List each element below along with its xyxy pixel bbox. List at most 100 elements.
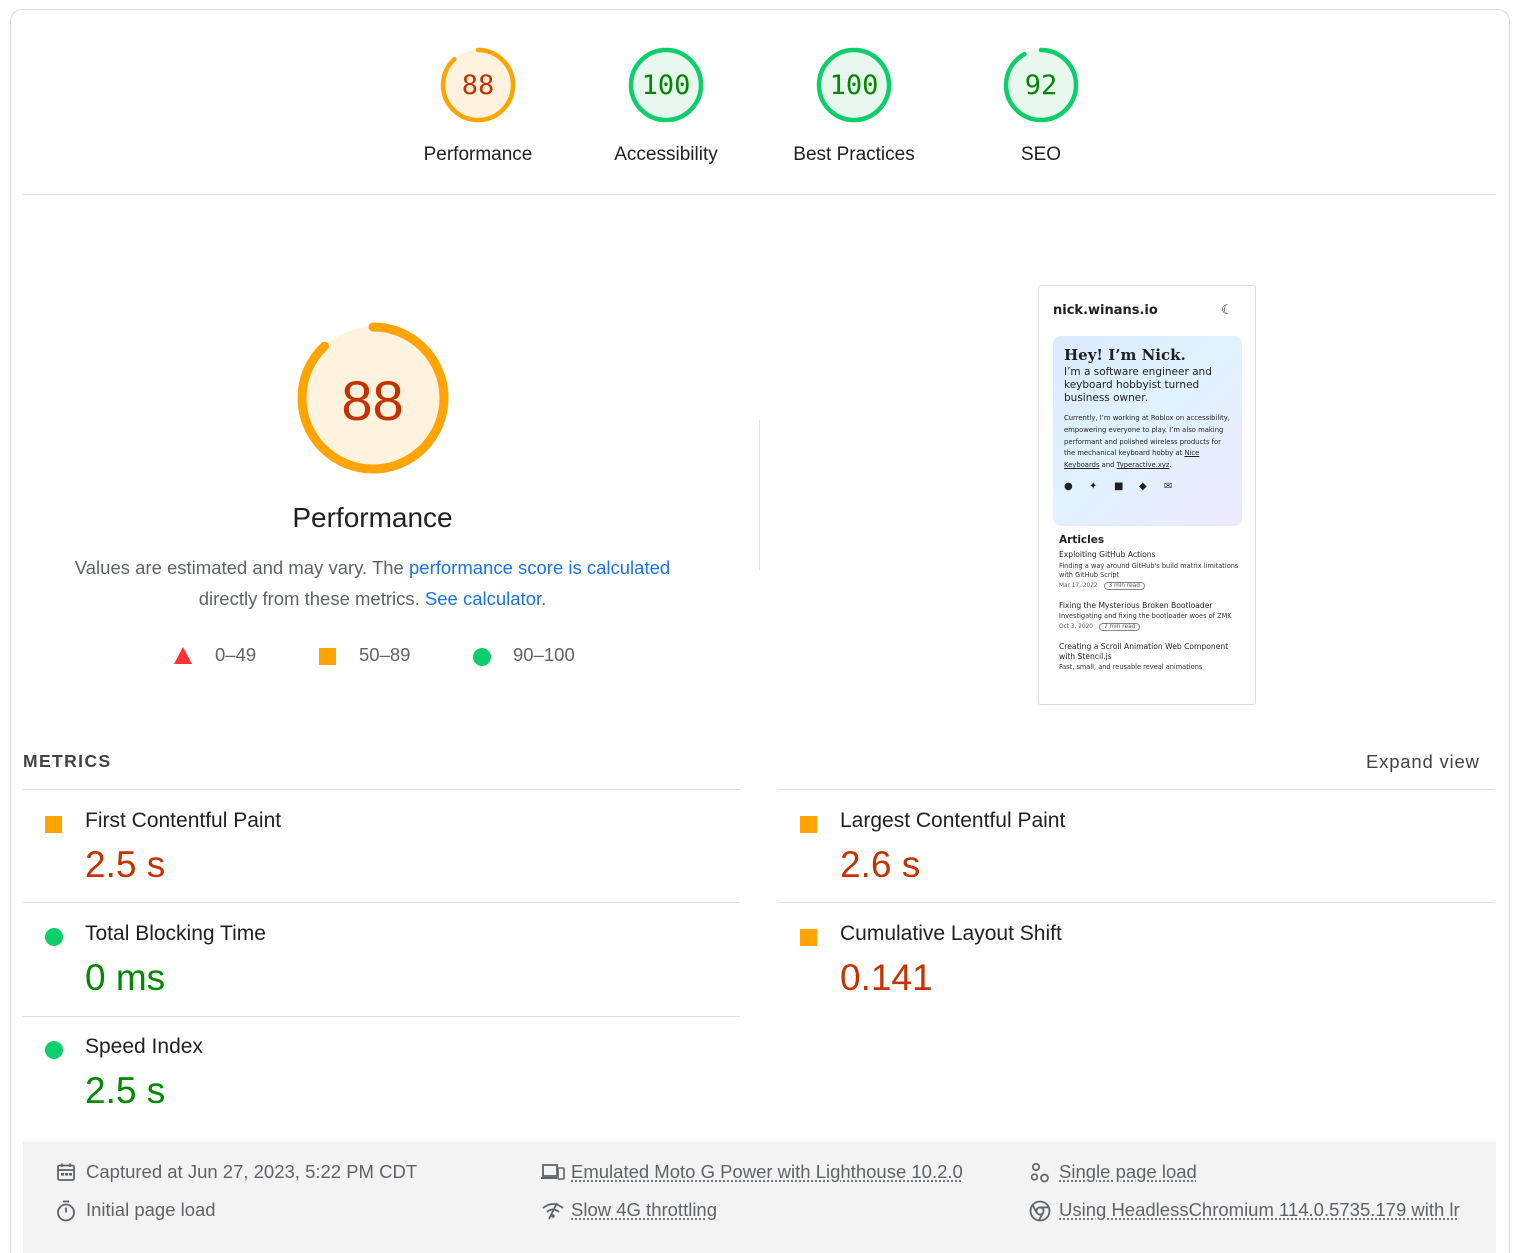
circle-icon [473, 648, 491, 666]
metric-label: Cumulative Layout Shift [840, 922, 1062, 945]
legend-fail [174, 647, 192, 669]
performance-title: Performance [292, 502, 453, 533]
gauge-ring [628, 47, 704, 123]
thumb-article-title: Fixing the Mysterious Broken Bootloader [1059, 600, 1213, 610]
single-load-link[interactable]: Single page load [1059, 1161, 1197, 1182]
gauge-ring [297, 322, 448, 474]
thumb-article-date: Oct 3, 2020 [1059, 623, 1093, 630]
github-icon: ● [1064, 480, 1073, 492]
thumb-link: Typeractive.xyz [1116, 461, 1170, 470]
see-calculator-link[interactable]: See calculator. [424, 588, 547, 609]
thumb-article-meta: Mar 17, 2022 3 min read [1059, 581, 1244, 590]
thumb-article-meta: Oct 3, 2020 7 min read [1059, 622, 1244, 631]
calendar-icon [57, 1163, 75, 1181]
gauge-ring [440, 47, 516, 123]
desc-text: Values are estimated and may vary. The [74, 557, 409, 578]
thumb-text: . [1169, 461, 1172, 470]
performance-gauge-large: 88 [293, 318, 453, 478]
runtime-settings: Captured at Jun 27, 2023, 5:22 PM CDT In… [23, 1142, 1496, 1253]
metrics-heading: METRICS [23, 751, 112, 771]
thumb-hero: Hey! I’m Nick. I’m a software engineer a… [1053, 336, 1242, 526]
gauge-label: SEO [1020, 144, 1062, 165]
initial-load-text: Initial page load [86, 1199, 216, 1220]
gauge-score: 100 [641, 70, 691, 101]
gauge-score: 88 [461, 70, 495, 101]
metric-label: Total Blocking Time [85, 922, 266, 945]
legend-average [319, 648, 336, 670]
gauge-score: 100 [829, 70, 879, 101]
divider [23, 194, 1496, 195]
metric-largest-contentful-paint[interactable]: Largest Contentful Paint 2.6 s [778, 789, 1495, 903]
final-screenshot[interactable]: nick.winans.io ☾ Hey! I’m Nick. I’m a so… [1038, 285, 1256, 705]
wifi-off-icon [542, 1202, 564, 1220]
thumb-link: Nice Keyboards [1064, 449, 1200, 470]
twitter-icon: ✦ [1089, 480, 1098, 492]
performance-summary: 88 Performance Values are estimated and … [40, 318, 705, 666]
metric-value: 2.5 s [85, 1070, 166, 1111]
thumb-social-icons: ● ✦ ■ ◆ ✉ [1064, 481, 1231, 492]
devices-icon [541, 1164, 565, 1180]
thumb-article-read: 7 min read [1099, 622, 1141, 631]
performance-score: 88 [341, 369, 404, 432]
thumb-article-desc: Investigating and fixing the bootloader … [1059, 612, 1232, 621]
captured-text: Captured at Jun 27, 2023, 5:22 PM CDT [86, 1161, 418, 1182]
metric-label: First Contentful Paint [85, 809, 282, 832]
gauge-ring [1003, 47, 1079, 123]
discord-icon: ◆ [1139, 480, 1147, 492]
metric-value: 0.141 [840, 957, 933, 998]
thumb-article-desc: Fast, small, and reusable reveal animati… [1059, 663, 1203, 672]
square-icon [800, 816, 817, 838]
browser-link[interactable]: Using HeadlessChromium 114.0.5735.179 wi… [1059, 1199, 1460, 1220]
thumb-text: Currently, I’m working at Roblox on acce… [1064, 414, 1230, 458]
score-calculated-link[interactable]: performance score is calculated [409, 557, 671, 578]
mail-icon: ✉ [1164, 480, 1173, 492]
legend-pass [473, 648, 491, 671]
gauge-ring [816, 47, 892, 123]
thumb-hero-paragraph: Currently, I’m working at Roblox on acce… [1064, 413, 1231, 472]
thumb-article-title: Exploiting GitHub Actions [1059, 550, 1156, 559]
expand-view-toggle[interactable]: Expand view [1366, 751, 1480, 772]
score-legend: 0–49 50–89 90–100 [174, 642, 594, 672]
circle-icon [45, 928, 63, 951]
gauge-best-practices[interactable]: 100 Best Practices [774, 46, 934, 166]
vertical-divider [759, 420, 760, 570]
metric-value: 0 ms [85, 957, 166, 998]
thumb-article-title: Creating a Scroll Animation Web Componen… [1059, 641, 1229, 661]
performance-description: Values are estimated and may vary. The p… [40, 552, 705, 614]
desc-text: directly from these metrics. [198, 588, 425, 609]
gauge-seo[interactable]: 92 SEO [961, 46, 1121, 166]
gauge-label: Best Practices [793, 144, 915, 165]
square-icon [800, 929, 817, 951]
legend-fail-label: 0–49 [215, 644, 257, 665]
legend-average-label: 50–89 [359, 644, 411, 665]
thumb-hero-sub: I’m a software engineer and keyboard hob… [1064, 366, 1212, 404]
thumb-article-date: Mar 17, 2022 [1059, 582, 1098, 589]
gauge-accessibility[interactable]: 100 Accessibility [586, 46, 746, 166]
moon-icon: ☾ [1221, 303, 1233, 318]
square-icon [45, 816, 62, 838]
gauge-label: Accessibility [614, 144, 718, 165]
category-gauges: 88 Performance 100 Accessibility 100 Bes… [0, 0, 1520, 195]
legend-pass-label: 90–100 [513, 644, 575, 665]
triangle-icon [174, 647, 192, 664]
gauge-label: Performance [423, 144, 533, 165]
gauge-performance[interactable]: 88 Performance [398, 46, 558, 166]
metric-value: 2.6 s [840, 844, 921, 885]
chrome-icon [1029, 1200, 1051, 1222]
gauge-score: 92 [1024, 70, 1058, 101]
throttling-link[interactable]: Slow 4G throttling [571, 1199, 718, 1220]
timer-icon [57, 1200, 75, 1222]
thumb-articles-heading: Articles [1059, 534, 1105, 546]
device-link[interactable]: Emulated Moto G Power with Lighthouse 10… [571, 1161, 963, 1182]
session-icon [1030, 1162, 1049, 1183]
report-card [10, 9, 1510, 1253]
circle-icon [45, 1041, 63, 1064]
metric-speed-index[interactable]: Speed Index 2.5 s [23, 1016, 740, 1130]
thumb-articles: Articles Exploiting GitHub Actions Findi… [1059, 534, 1244, 673]
metric-first-contentful-paint[interactable]: First Contentful Paint 2.5 s [23, 789, 740, 903]
linkedin-icon: ■ [1114, 480, 1124, 492]
metric-cumulative-layout-shift[interactable]: Cumulative Layout Shift 0.141 [778, 902, 1495, 1016]
thumb-hero-heading: Hey! I’m Nick. [1064, 346, 1186, 364]
thumb-text: and [1099, 461, 1117, 470]
metric-total-blocking-time[interactable]: Total Blocking Time 0 ms [23, 902, 740, 1016]
